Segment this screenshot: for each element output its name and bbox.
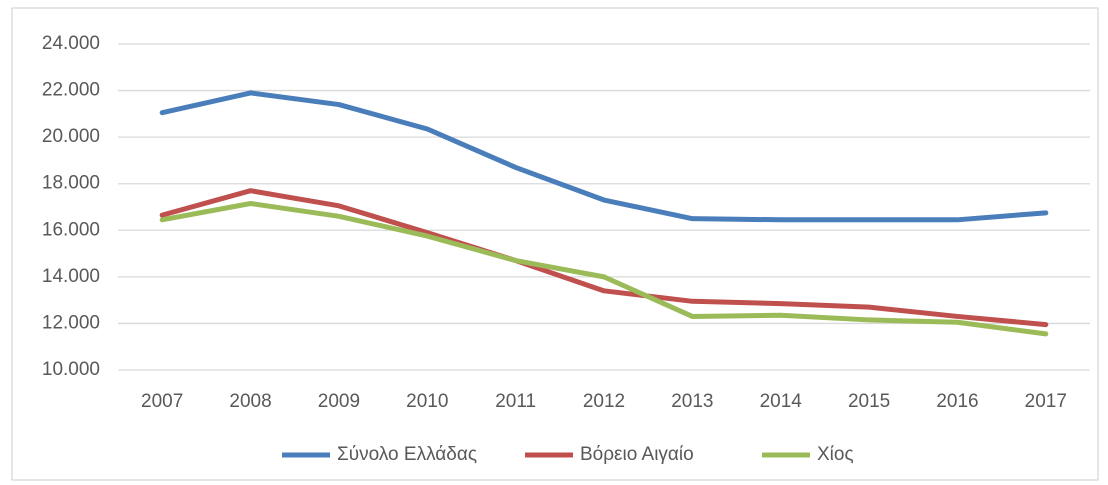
data-line — [159, 188, 1049, 328]
x-tick-label: 2016 — [936, 391, 978, 412]
x-tick-label: 2007 — [141, 391, 183, 412]
x-tick-label: 2011 — [495, 391, 536, 412]
x-tick-label: 2015 — [848, 391, 890, 412]
y-tick-label: 14.000 — [42, 266, 100, 287]
legend-label: Σύνολο Ελλάδας — [337, 444, 477, 465]
data-line — [159, 201, 1049, 337]
x-tick-label: 2010 — [406, 391, 448, 412]
y-tick-label: 16.000 — [42, 219, 100, 240]
y-tick-label: 24.000 — [42, 33, 100, 54]
legend-label: Βόρειο Αιγαίο — [580, 444, 694, 465]
x-tick-label: 2013 — [671, 391, 713, 412]
legend-label: Χίος — [817, 444, 854, 465]
x-tick-label: 2008 — [229, 391, 271, 412]
y-tick-label: 18.000 — [42, 173, 100, 194]
x-tick-label: 2012 — [583, 391, 625, 412]
x-tick-label: 2017 — [1025, 391, 1067, 412]
data-line — [159, 90, 1049, 223]
x-tick-label: 2014 — [760, 391, 803, 412]
y-tick-label: 22.000 — [42, 80, 100, 101]
y-tick-label: 12.000 — [42, 312, 100, 333]
x-tick-label: 2009 — [318, 391, 360, 412]
y-tick-label: 20.000 — [42, 126, 100, 147]
chart-frame — [11, 7, 1099, 481]
y-tick-label: 10.000 — [42, 359, 100, 380]
